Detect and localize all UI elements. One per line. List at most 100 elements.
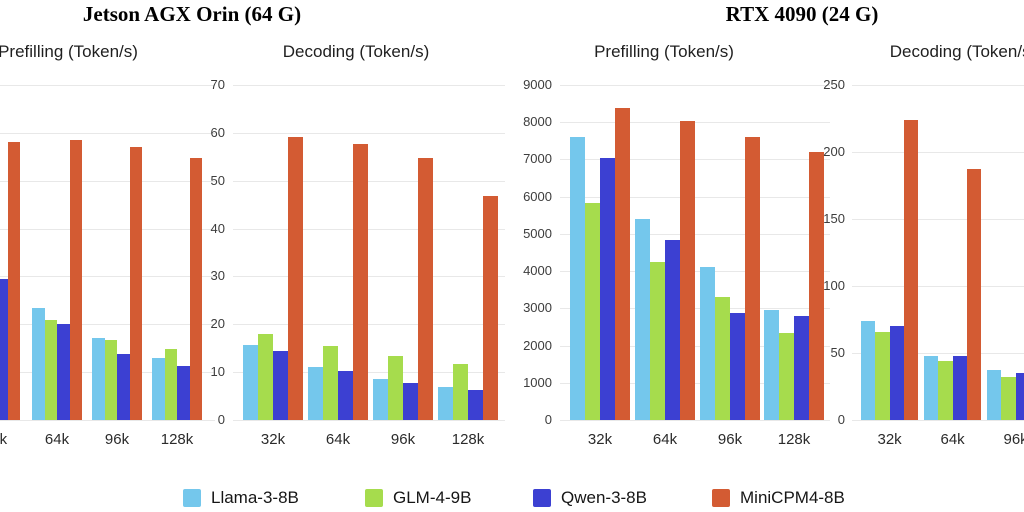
gridline — [0, 420, 215, 421]
x-axis-category-label: 96k — [717, 431, 743, 448]
y-axis-tick-label: 7000 — [523, 151, 552, 166]
bar-Llama-3-8B-128k — [438, 386, 453, 420]
bar-GLM-4-9B-96k — [388, 355, 403, 420]
y-axis-tick-label: 150 — [823, 211, 845, 226]
x-axis-category-label: 96k — [1003, 431, 1024, 448]
gridline — [560, 85, 830, 86]
gridline — [560, 122, 830, 123]
x-axis-category-label: 96k — [104, 431, 130, 448]
gridline — [0, 85, 215, 86]
bar-Qwen-3-8B-64k — [952, 355, 967, 420]
gridline — [233, 181, 505, 182]
bar-MiniCPM4-8B-32k — [288, 136, 303, 420]
gridline — [852, 353, 1024, 354]
y-axis-tick-label: 3000 — [523, 300, 552, 315]
y-axis-tick-label: 50 — [830, 345, 845, 360]
legend-label: MiniCPM4-8B — [740, 488, 845, 507]
y-axis-tick-label: 9000 — [523, 77, 552, 92]
glm-color-swatch — [365, 489, 383, 507]
y-axis-tick-label: 100 — [823, 278, 845, 293]
bar-GLM-4-9B-96k — [1001, 377, 1016, 420]
bar-MiniCPM4-8B-64k — [966, 169, 982, 420]
y-axis-tick-label: 2000 — [523, 338, 552, 353]
bar-GLM-4-9B-32k — [585, 202, 600, 420]
x-axis-category-label: 96k — [390, 431, 416, 448]
llama-color-swatch — [183, 489, 201, 507]
gridline — [233, 133, 505, 134]
y-axis-tick-label: 5000 — [523, 226, 552, 241]
bar-Qwen-3-8B-128k — [468, 389, 483, 420]
bar-Llama-3-8B-32k — [861, 320, 876, 420]
gridline — [560, 159, 830, 160]
gridline — [560, 420, 830, 421]
bar-MiniCPM4-8B-64k — [353, 143, 368, 420]
bar-Qwen-3-8B-64k — [57, 324, 70, 420]
legend-item-minicpm: MiniCPM4-8B — [712, 488, 845, 508]
bar-Qwen-3-8B-96k — [1015, 373, 1024, 420]
bar-GLM-4-9B-96k — [715, 297, 730, 420]
bar-MiniCPM4-8B-32k — [7, 142, 20, 420]
bar-Llama-3-8B-96k — [373, 378, 388, 420]
y-axis-tick-label: 0 — [837, 412, 845, 427]
bar-Qwen-3-8B-128k — [177, 366, 190, 420]
bar-Llama-3-8B-96k — [92, 337, 105, 420]
x-axis-category-label: 64k — [325, 431, 351, 448]
bar-Llama-3-8B-64k — [924, 355, 939, 420]
gridline — [0, 229, 215, 230]
bar-Qwen-3-8B-96k — [403, 382, 418, 420]
bar-Qwen-3-8B-64k — [338, 370, 353, 420]
bar-MiniCPM4-8B-96k — [129, 147, 142, 420]
bar-Llama-3-8B-64k — [635, 219, 650, 420]
y-axis-tick-label: 20 — [210, 316, 225, 331]
x-axis-category-label: 64k — [44, 431, 70, 448]
gridline — [560, 346, 830, 347]
legend-label: Qwen-3-8B — [561, 488, 647, 507]
gridline — [852, 219, 1024, 220]
y-axis-tick-label: 0 — [217, 412, 225, 427]
legend-item-llama: Llama-3-8B — [183, 488, 299, 508]
bar-Llama-3-8B-32k — [570, 137, 585, 420]
x-axis-category-label: 32k — [0, 431, 8, 448]
y-axis-tick-label: 1000 — [523, 375, 552, 390]
gridline — [233, 372, 505, 373]
minicpm-color-swatch — [712, 489, 730, 507]
bar-MiniCPM4-8B-64k — [680, 120, 695, 420]
gridline — [0, 276, 215, 277]
bar-GLM-4-9B-96k — [104, 339, 117, 420]
bar-GLM-4-9B-32k — [875, 331, 890, 420]
bar-Qwen-3-8B-32k — [273, 350, 288, 420]
bar-GLM-4-9B-128k — [779, 333, 794, 420]
gridline — [233, 420, 505, 421]
gridline — [852, 85, 1024, 86]
bar-Qwen-3-8B-32k — [600, 158, 615, 420]
y-axis-tick-label: 70 — [210, 77, 225, 92]
x-axis-category-label: 128k — [777, 431, 811, 448]
x-axis-category-label: 32k — [587, 431, 613, 448]
bar-GLM-4-9B-64k — [323, 346, 338, 420]
gridline — [560, 271, 830, 272]
gridline — [560, 197, 830, 198]
bar-GLM-4-9B-64k — [650, 262, 665, 420]
bar-GLM-4-9B-32k — [258, 333, 273, 420]
bar-GLM-4-9B-128k — [164, 349, 177, 420]
y-axis-tick-label: 40 — [210, 221, 225, 236]
bar-MiniCPM4-8B-128k — [809, 151, 824, 420]
panel-title-jetson-prefilling: Prefilling (Token/s) — [0, 42, 138, 61]
x-axis-category-label: 128k — [160, 431, 194, 448]
y-axis-tick-label: 60 — [210, 125, 225, 140]
x-axis-category-label: 32k — [260, 431, 286, 448]
y-axis-tick-label: 4000 — [523, 263, 552, 278]
bar-MiniCPM4-8B-96k — [418, 157, 433, 420]
legend-label: GLM-4-9B — [393, 488, 472, 507]
gridline — [233, 324, 505, 325]
chart-legend: Llama-3-8B GLM-4-9B Qwen-3-8B MiniCPM4-8… — [0, 488, 1024, 508]
bar-Llama-3-8B-96k — [987, 370, 1002, 420]
x-axis-category-label: 64k — [652, 431, 678, 448]
bar-Llama-3-8B-32k — [243, 345, 258, 420]
gridline — [852, 152, 1024, 153]
legend-item-qwen: Qwen-3-8B — [533, 488, 647, 508]
bar-Llama-3-8B-128k — [152, 357, 165, 420]
legend-item-glm: GLM-4-9B — [365, 488, 471, 508]
bar-GLM-4-9B-64k — [938, 361, 953, 420]
